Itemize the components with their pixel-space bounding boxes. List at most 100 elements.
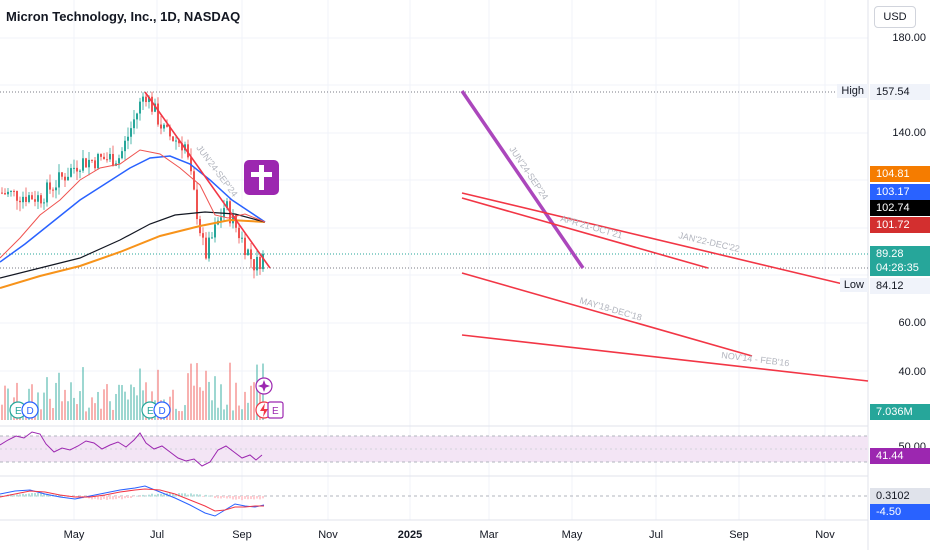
ma-black-tag: 102.74 [870, 200, 930, 216]
volume-bar [196, 363, 198, 420]
candle-body [247, 249, 249, 255]
volume-bar [172, 390, 174, 420]
high-marker-label: High [837, 84, 868, 98]
trendline-may18-dec18[interactable] [462, 273, 752, 356]
volume-bar [208, 382, 210, 420]
macd-histogram-bar [19, 494, 21, 496]
volume-bar [4, 386, 6, 420]
candle-body [16, 191, 18, 201]
high-marker-value: 157.54 [870, 84, 930, 100]
candle-body [40, 195, 42, 203]
volume-bar [241, 409, 243, 420]
volume-bar [130, 385, 132, 420]
volume-bar [118, 385, 120, 420]
candle-body [109, 154, 111, 159]
volume-bar [133, 387, 135, 420]
macd-histogram-bar [187, 495, 189, 497]
macd-histogram-bar [157, 494, 159, 497]
volume-bar [175, 409, 177, 420]
macd-histogram-bar [229, 496, 231, 498]
macd-histogram-bar [127, 496, 129, 498]
macd-histogram-bar [238, 496, 240, 499]
candle-body [76, 168, 78, 172]
candle-body [244, 238, 246, 255]
volume-bar [1, 405, 3, 420]
candle-body [145, 97, 147, 102]
volume-bar [55, 383, 57, 420]
candle-body [118, 158, 120, 163]
candle-body [163, 125, 165, 129]
volume-bar [70, 382, 72, 420]
macd-histogram-bar [31, 493, 33, 496]
future-earnings-icon[interactable]: E [256, 402, 283, 418]
candle-body [124, 141, 126, 151]
macd-histogram-bar [190, 493, 192, 496]
macd-histogram-bar [253, 496, 255, 499]
trendline-jan22-dec22[interactable] [462, 193, 843, 284]
volume-bar [124, 392, 126, 420]
candle-body [58, 172, 60, 187]
volume-bar [232, 410, 234, 420]
candle-body [250, 249, 252, 259]
rsi-tag: 41.44 [870, 448, 930, 464]
volume-bar [58, 373, 60, 420]
time-axis-label: May [562, 529, 583, 541]
chart-title: Micron Technology, Inc., 1D, NASDAQ [6, 9, 240, 24]
currency-selector[interactable]: USD [874, 6, 916, 28]
candle-body [121, 151, 123, 158]
candle-body [238, 228, 240, 238]
trendline-nov14-feb16[interactable] [462, 335, 868, 381]
volume-bar [115, 394, 117, 420]
macd-histogram-bar [25, 494, 27, 496]
macd-histogram-bar [34, 493, 36, 497]
candle-body [103, 157, 105, 159]
volume-bar [205, 371, 207, 420]
volume-bar [46, 377, 48, 420]
macd-histogram-bar [142, 495, 144, 497]
macd-histogram-bar [148, 495, 150, 497]
macd-histogram-bar [22, 494, 24, 497]
macd-histogram-bar [103, 496, 105, 499]
macd-histogram-bar [262, 496, 264, 498]
sparkle-icon[interactable] [256, 378, 272, 394]
time-axis-label: Mar [480, 529, 499, 541]
macd-histogram-bar [124, 496, 126, 498]
candle-body [67, 177, 69, 181]
volume-bar [91, 397, 93, 420]
candle-body [94, 160, 96, 168]
volume-bar [220, 384, 222, 420]
candle-body [4, 193, 6, 194]
candle-body [85, 158, 87, 167]
candle-body [172, 136, 174, 141]
volume-bar [82, 367, 84, 420]
volume-bar [121, 385, 123, 420]
earnings-icon[interactable]: E D [142, 402, 170, 418]
candle-body [142, 97, 144, 102]
macd-histogram-bar [121, 496, 123, 499]
earnings-icon[interactable]: E D [10, 402, 38, 418]
time-axis-label: Jul [649, 529, 663, 541]
macd-histogram-bar [232, 496, 234, 499]
time-axis-label: Nov [318, 529, 338, 541]
macd-histogram-bar [139, 496, 141, 497]
candle-body [259, 257, 261, 269]
macd-histogram-bar [208, 496, 210, 497]
candle-body [43, 202, 45, 203]
candle-body [1, 193, 3, 194]
trendline-apr21-oct21[interactable] [462, 198, 708, 268]
candle-body [127, 137, 129, 141]
candle-body [157, 104, 159, 125]
volume-bar [238, 406, 240, 420]
volume-bar [103, 389, 105, 420]
macd-histogram-bar [118, 496, 120, 498]
candle-body [112, 154, 114, 166]
macd-histogram-bar [16, 494, 18, 496]
candle-body [100, 154, 102, 157]
candle-body [61, 172, 63, 176]
macd-line-tag: -4.50 [870, 504, 930, 520]
cross-icon[interactable] [244, 160, 279, 195]
candle-body [133, 119, 135, 128]
macd-histogram-bar [133, 496, 135, 497]
volume-bar [100, 409, 102, 420]
